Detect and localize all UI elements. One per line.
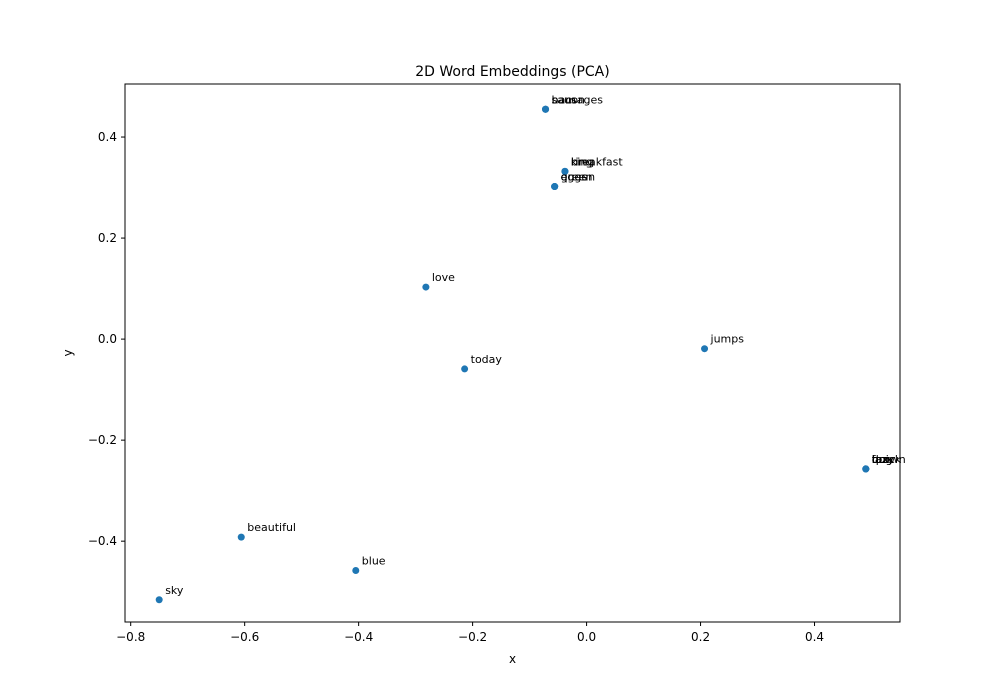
chart-title: 2D Word Embeddings (PCA) [415, 64, 609, 80]
y-tick-label: 0.4 [98, 130, 117, 144]
data-point [551, 183, 559, 191]
point-label: dog [872, 453, 893, 466]
data-point [542, 105, 550, 113]
point-label: breakfast [571, 155, 623, 168]
point-label: sausages [552, 93, 604, 106]
data-point [155, 596, 163, 604]
y-tick-label: −0.2 [88, 433, 117, 447]
point-label: blue [362, 554, 386, 567]
point-label: brown [872, 453, 906, 466]
x-tick-label: 0.2 [691, 630, 710, 644]
point-label: ring [571, 155, 593, 168]
x-axis-label: x [509, 652, 516, 666]
plot-area [124, 83, 901, 623]
x-tick-label: −0.8 [116, 630, 145, 644]
data-point [862, 465, 870, 473]
data-points [155, 105, 870, 604]
data-point [561, 167, 569, 175]
point-label: jumps [710, 333, 745, 346]
y-tick-label: −0.4 [88, 534, 117, 548]
point-label: today [471, 353, 503, 366]
x-tick-label: 0.4 [805, 630, 824, 644]
y-tick-label: 0.2 [98, 231, 117, 245]
point-label: fox [872, 453, 889, 466]
point-label: sky [165, 584, 184, 597]
y-axis: −0.4 −0.2 0.0 0.2 0.4 [88, 130, 125, 548]
x-tick-label: −0.4 [344, 630, 373, 644]
data-point [701, 345, 709, 353]
x-tick-label: 0.0 [577, 630, 596, 644]
data-point [422, 283, 430, 291]
point-label: quick [872, 453, 902, 466]
point-label: king [571, 155, 594, 168]
y-tick-label: 0.0 [98, 332, 117, 346]
point-label: love [432, 271, 455, 284]
point-label: beautiful [247, 521, 296, 534]
x-tick-label: −0.2 [458, 630, 487, 644]
y-axis-label: y [61, 349, 75, 356]
point-label: queen [561, 171, 595, 184]
data-point [352, 566, 360, 574]
point-label: ham [552, 93, 576, 106]
point-label: bacon [552, 93, 586, 106]
point-label: green [561, 171, 593, 184]
point-label: lazy [872, 453, 895, 466]
data-point [461, 365, 469, 373]
point-label: eggs [561, 171, 588, 184]
x-axis: −0.8 −0.6 −0.4 −0.2 0.0 0.2 0.4 [116, 622, 824, 644]
data-point [237, 533, 245, 541]
x-tick-label: −0.6 [230, 630, 259, 644]
